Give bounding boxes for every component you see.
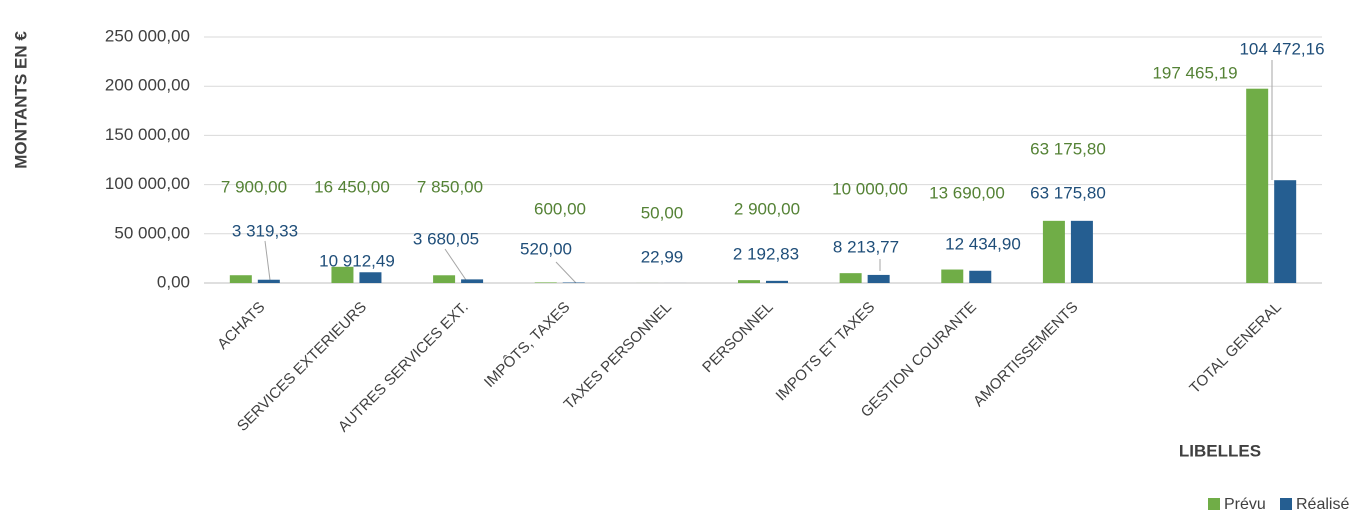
value-label: 520,00 [520, 239, 572, 258]
x-axis-label: LIBELLES [1179, 441, 1261, 460]
value-label: 63 175,80 [1030, 139, 1106, 158]
value-label: 3 680,05 [413, 229, 479, 248]
bar [839, 273, 862, 283]
x-tick-label: ACHATS [214, 299, 268, 353]
bar [359, 272, 382, 283]
x-tick-label: GESTION COURANTE [858, 299, 980, 421]
y-tick-label: 50 000,00 [114, 223, 190, 242]
value-label: 2 900,00 [734, 199, 800, 218]
y-tick-label: 200 000,00 [105, 76, 190, 95]
x-tick-label: IMPOTS ET TAXES [773, 299, 879, 405]
x-tick-label: IMPÔTS, TAXES [481, 299, 573, 391]
leader-line [264, 240, 271, 281]
legend-label: Réalisé [1296, 496, 1349, 513]
y-tick-label: 250 000,00 [105, 26, 190, 45]
legend-swatch [1208, 498, 1220, 510]
value-label: 13 690,00 [929, 183, 1005, 202]
y-tick-label: 100 000,00 [105, 174, 190, 193]
value-label: 600,00 [534, 199, 586, 218]
value-label: 50,00 [641, 203, 684, 222]
bar [534, 282, 557, 283]
value-label: 12 434,90 [945, 234, 1021, 253]
bar [867, 274, 890, 283]
value-label: 16 450,00 [314, 177, 390, 196]
y-tick-label: 0,00 [157, 272, 190, 291]
legend-label: Prévu [1224, 496, 1266, 513]
value-label: 22,99 [641, 247, 684, 266]
legend-swatch [1280, 498, 1292, 510]
y-axis-label: MONTANTS EN € [11, 31, 30, 169]
x-tick-label: TOTAL GENERAL [1186, 299, 1284, 397]
value-label: 197 465,19 [1152, 63, 1237, 82]
bar [461, 279, 484, 283]
x-tick-label: AMORTISSEMENTS [970, 299, 1081, 410]
bar [766, 280, 788, 283]
value-label: 3 319,33 [232, 221, 298, 240]
leader-line [555, 261, 577, 284]
bar [1274, 180, 1297, 283]
bar [1070, 220, 1093, 283]
value-label: 10 000,00 [832, 179, 908, 198]
value-label: 7 900,00 [221, 177, 287, 196]
x-tick-label: TAXES PERSONNEL [561, 299, 675, 413]
x-tick-label: PERSONNEL [699, 299, 776, 376]
bar [1042, 220, 1065, 283]
bar [1246, 88, 1269, 284]
bar [331, 266, 354, 283]
bar [229, 275, 252, 283]
value-label: 10 912,49 [319, 251, 395, 270]
bar [257, 279, 280, 283]
bar [969, 270, 992, 283]
bar [738, 280, 760, 283]
leader-line [444, 248, 467, 281]
value-label: 63 175,80 [1030, 183, 1106, 202]
value-label: 8 213,77 [833, 237, 899, 256]
value-label: 7 850,00 [417, 177, 483, 196]
bar [433, 275, 456, 283]
y-tick-label: 150 000,00 [105, 125, 190, 144]
bar [562, 282, 585, 283]
value-label: 104 472,16 [1239, 39, 1324, 58]
value-label: 2 192,83 [733, 244, 799, 263]
bar [941, 269, 964, 283]
